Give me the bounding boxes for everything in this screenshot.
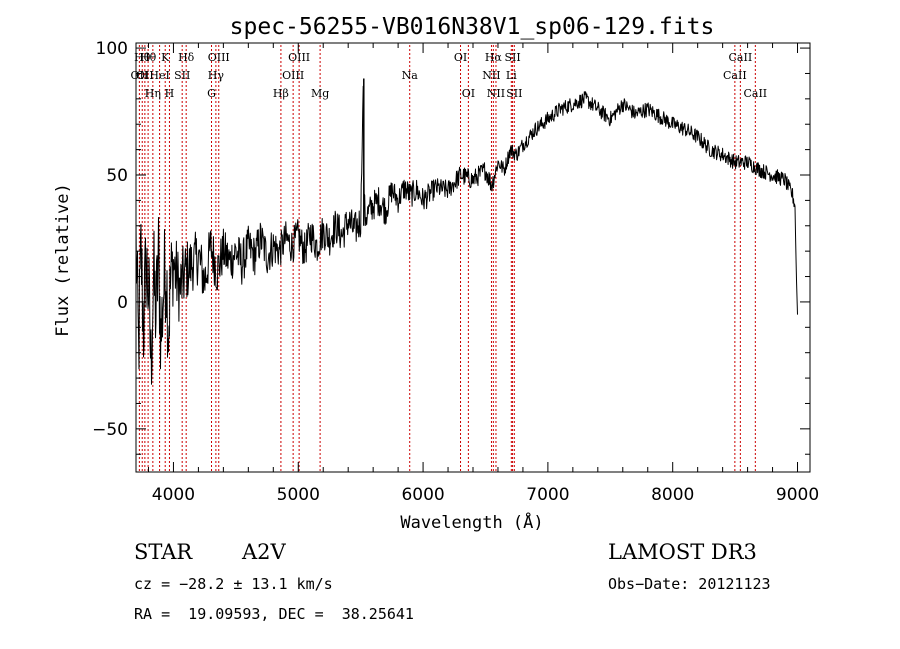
x-tick-label: 8000 bbox=[651, 485, 694, 505]
spectral-line-label: Hθ bbox=[140, 51, 157, 64]
y-axis: −50 0 50 100 bbox=[92, 39, 810, 455]
y-tick-label: 50 bbox=[106, 166, 128, 186]
spectral-line-label: SII bbox=[504, 51, 520, 64]
spectral-line-label: Mg bbox=[311, 87, 329, 100]
spectral-line-label: OIII bbox=[282, 69, 304, 82]
spectral-line-label: CaII bbox=[729, 51, 753, 64]
chart-title: spec-56255-VB016N38V1_sp06-129.fits bbox=[230, 14, 715, 40]
y-tick-label: −50 bbox=[92, 420, 128, 440]
spectral-line-label: OIII bbox=[208, 51, 230, 64]
spectral-line-label: Li bbox=[506, 69, 517, 82]
x-axis-label: Wavelength (Å) bbox=[400, 511, 543, 533]
redshift-value: cz = −28.2 ± 13.1 km/s bbox=[134, 575, 333, 593]
spectrum-line bbox=[135, 85, 798, 385]
spectral-line-label: NII bbox=[487, 87, 505, 100]
spectral-line-label: OI bbox=[462, 87, 475, 100]
object-subclass: A2V bbox=[242, 540, 286, 564]
x-tick-label: 6000 bbox=[401, 485, 444, 505]
spectral-line-label: Na bbox=[402, 69, 419, 82]
spectral-line-label: G bbox=[207, 87, 216, 100]
survey-name: LAMOST DR3 bbox=[608, 540, 757, 564]
spectral-line-label: Hθ bbox=[134, 51, 151, 64]
spectral-line-label: H bbox=[165, 87, 175, 100]
spectral-line-label: Hδ bbox=[178, 51, 195, 64]
x-tick-label: 5000 bbox=[277, 485, 320, 505]
spectral-line-label: Hγ bbox=[208, 69, 225, 82]
x-tick-label: 7000 bbox=[526, 485, 569, 505]
spectral-line-label: Hα bbox=[485, 51, 503, 64]
spectral-line-label: OII bbox=[131, 69, 149, 82]
x-tick-label: 9000 bbox=[776, 485, 819, 505]
spectral-line-label: K bbox=[161, 51, 170, 64]
x-axis: 4000 5000 6000 7000 8000 9000 bbox=[147, 43, 819, 505]
spectral-line-label: CaII bbox=[723, 69, 747, 82]
coordinates: RA = 19.09593, DEC = 38.25641 bbox=[134, 605, 414, 623]
x-tick-label: 4000 bbox=[152, 485, 195, 505]
spectral-line-label: Hη bbox=[145, 87, 161, 100]
spectral-line-labels: OII Hθ OII Hθ Hη HeI K H SII Hδ G Hγ OIII Hβ OIII OIII M… bbox=[131, 51, 768, 100]
y-axis-label: Flux (relative) bbox=[53, 183, 73, 337]
spectral-line-label: HeI bbox=[149, 69, 169, 82]
spectral-line-label: SII bbox=[174, 69, 190, 82]
y-tick-label: 0 bbox=[117, 293, 128, 313]
spectral-line-label: Hβ bbox=[273, 87, 289, 100]
y-tick-label: 100 bbox=[96, 39, 128, 59]
spectral-line-label: OII bbox=[136, 69, 154, 82]
spectral-line-label: SII bbox=[506, 87, 522, 100]
spectral-line-label: CaII bbox=[743, 87, 767, 100]
spectral-line-label: OIII bbox=[288, 51, 310, 64]
spectral-line-label: NII bbox=[482, 69, 500, 82]
object-class: STAR bbox=[134, 540, 193, 564]
obs-date: Obs−Date: 20121123 bbox=[608, 575, 771, 593]
spectral-line-label: OI bbox=[454, 51, 467, 64]
